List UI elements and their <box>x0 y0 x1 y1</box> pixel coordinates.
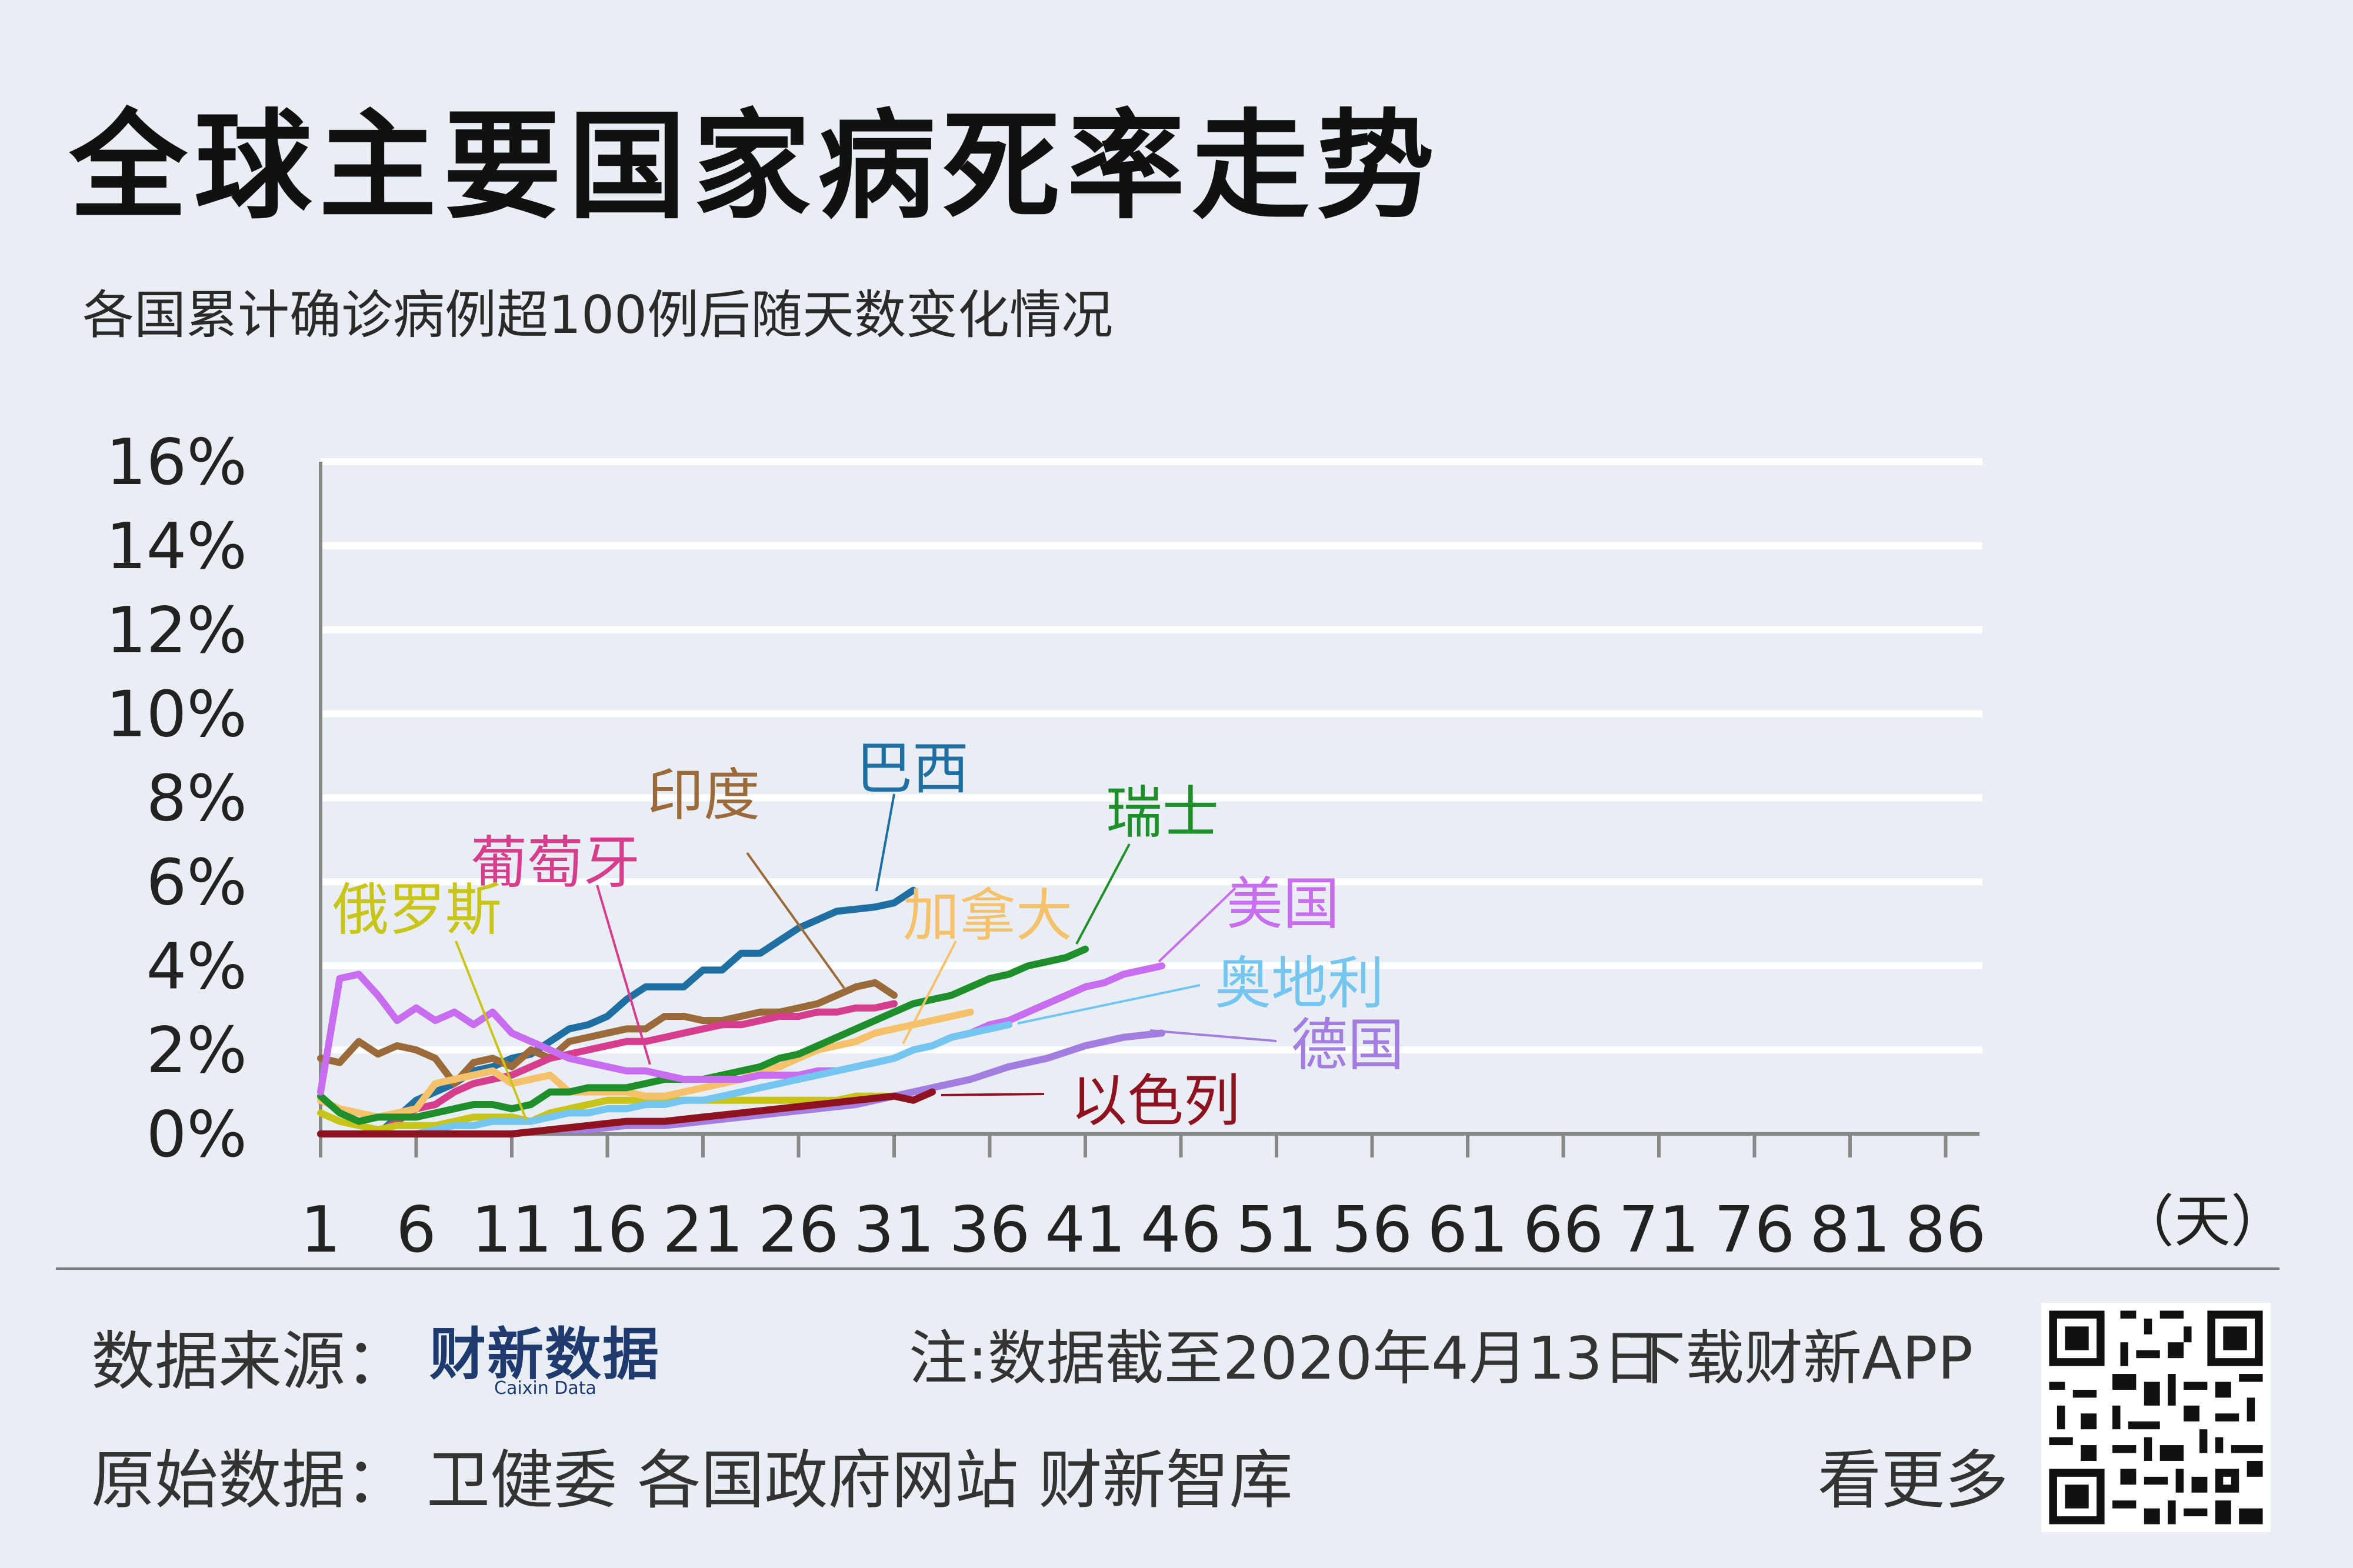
series-line-加拿大 <box>317 1008 974 1121</box>
x-tick-label: 71 <box>1618 1193 1699 1265</box>
series-line-奥地利 <box>317 1021 1012 1137</box>
x-tick-label: 16 <box>567 1193 648 1265</box>
series-line-美国 <box>317 962 1165 1096</box>
logo-text: 财新数据 <box>429 1321 660 1387</box>
raw-source-label: 原始数据： <box>91 1444 409 1517</box>
series-line-以色列 <box>317 1088 936 1137</box>
x-tick-label: 56 <box>1332 1193 1412 1265</box>
y-tick-label: 12% <box>106 594 247 668</box>
logo-subtext: Caixin Data <box>494 1378 596 1399</box>
series-line-俄罗斯 <box>317 1092 898 1133</box>
x-tick-label: 26 <box>758 1193 839 1265</box>
chart-title: 全球主要国家病死率走势 <box>69 98 1442 235</box>
series-label-奥地利: 奥地利 <box>1215 950 1384 1016</box>
leader-line-巴西 <box>875 793 895 892</box>
y-tick-label: 6% <box>146 846 247 919</box>
source-label: 数据来源： <box>91 1325 409 1399</box>
leader-line-瑞士 <box>1075 843 1131 945</box>
series-label-葡萄牙: 葡萄牙 <box>471 830 640 896</box>
x-tick-label: 86 <box>1905 1193 1986 1265</box>
leader-line-德国 <box>1149 1029 1277 1042</box>
leader-line-俄罗斯 <box>455 940 528 1121</box>
y-tick-label: 10% <box>106 678 247 752</box>
x-axis-label: （天） <box>2118 1189 2287 1255</box>
caixin-data-logo: 财新数据 Caixin Data <box>429 1309 665 1399</box>
line-chart: 0%2%4%6%8%10%12%14%16%1 6 11 16 21 26 31 36 41 46… <box>106 426 2287 1265</box>
series-label-瑞士: 瑞士 <box>1106 780 1219 846</box>
x-tick-label: 61 <box>1427 1193 1508 1265</box>
see-more-text: 看更多 <box>1818 1444 2009 1517</box>
leader-line-奥地利 <box>1017 984 1201 1025</box>
raw-sources: 卫健委 各国政府网站 财新智库 <box>426 1444 1293 1517</box>
series-label-俄罗斯: 俄罗斯 <box>332 877 502 943</box>
leader-line-葡萄牙 <box>596 885 651 1065</box>
series-label-以色列: 以色列 <box>1071 1068 1240 1134</box>
x-tick-label: 11 <box>471 1193 552 1265</box>
leader-line-美国 <box>1158 887 1237 963</box>
series-label-巴西: 巴西 <box>856 736 969 802</box>
x-tick-label: 51 <box>1236 1193 1317 1265</box>
y-tick-label: 0% <box>146 1098 247 1172</box>
x-tick-label: 1 <box>301 1193 341 1265</box>
series-label-加拿大: 加拿大 <box>903 883 1072 949</box>
footer-divider <box>56 1267 2279 1270</box>
series-label-美国: 美国 <box>1227 871 1339 937</box>
x-tick-label: 21 <box>662 1193 743 1265</box>
leader-line-印度 <box>746 852 845 989</box>
series-line-印度 <box>317 979 898 1087</box>
x-tick-label: 46 <box>1141 1193 1221 1265</box>
x-tick-label: 6 <box>396 1193 436 1265</box>
download-app-text[interactable]: 下载财新APP <box>1627 1324 1974 1393</box>
x-tick-label: 66 <box>1523 1193 1604 1265</box>
qr-code-icon[interactable] <box>2041 1303 2271 1532</box>
y-tick-label: 2% <box>146 1014 247 1087</box>
x-tick-label: 36 <box>949 1193 1030 1265</box>
leader-line-加拿大 <box>902 940 957 1045</box>
chart-subtitle: 各国累计确诊病例超100例后随天数变化情况 <box>82 285 1113 345</box>
data-note: 注:数据截至2020年4月13日 <box>909 1324 1662 1393</box>
y-tick-label: 14% <box>106 510 247 583</box>
leader-line-以色列 <box>941 1093 1045 1096</box>
y-tick-label: 4% <box>146 930 247 1003</box>
x-tick-label: 31 <box>854 1193 934 1265</box>
series-line-巴西 <box>336 886 917 1137</box>
series-label-印度: 印度 <box>647 762 760 828</box>
x-tick-label: 81 <box>1809 1193 1890 1265</box>
x-tick-label: 76 <box>1714 1193 1795 1265</box>
y-tick-label: 8% <box>146 762 247 836</box>
y-tick-label: 16% <box>106 426 247 499</box>
x-tick-label: 41 <box>1045 1193 1125 1265</box>
series-label-德国: 德国 <box>1291 1012 1404 1078</box>
